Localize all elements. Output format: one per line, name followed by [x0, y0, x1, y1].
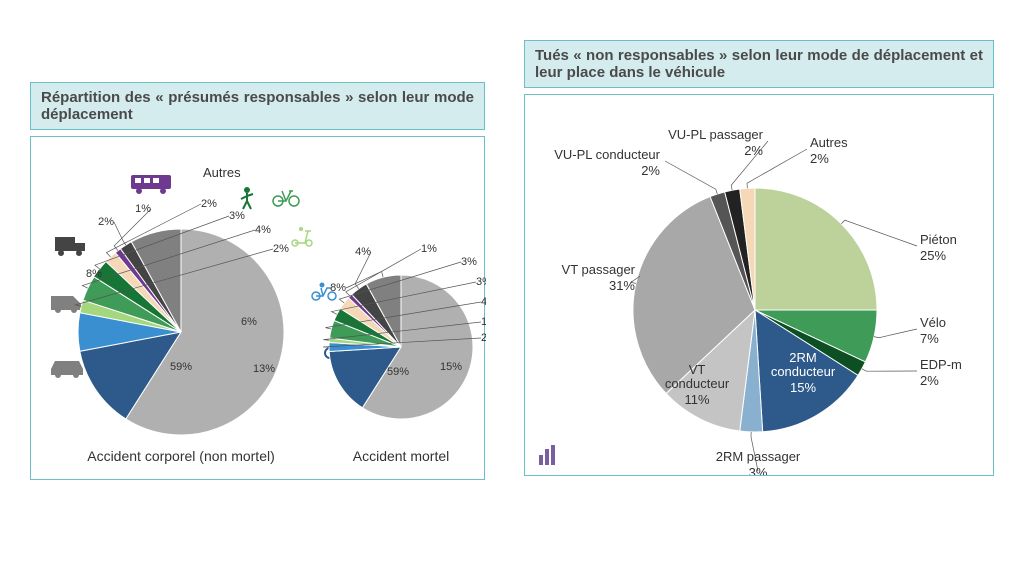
left-panel: Répartition des « présumés responsables … [30, 82, 485, 480]
svg-text:1%: 1% [421, 243, 437, 255]
svg-text:2%: 2% [744, 143, 763, 158]
left-title: Répartition des « présumés responsables … [30, 82, 485, 130]
svg-text:8%: 8% [330, 282, 346, 294]
svg-text:2RM passager: 2RM passager [716, 449, 801, 464]
svg-text:2%: 2% [201, 198, 217, 210]
svg-text:VT: VT [689, 362, 706, 377]
svg-text:3%: 3% [461, 256, 477, 268]
right-panel: Tués « non responsables » selon leur mod… [524, 40, 994, 476]
svg-text:4%: 4% [255, 224, 271, 236]
svg-text:2%: 2% [98, 216, 114, 228]
right-svg: Piéton25%Vélo7%EDP-m2%2RMconducteur15%2R… [525, 95, 995, 475]
page: Répartition des « présumés responsables … [0, 0, 1024, 576]
caption-nonmortel: Accident corporel (non mortel) [87, 448, 275, 464]
svg-text:3%: 3% [229, 210, 245, 222]
svg-text:59%: 59% [387, 366, 409, 378]
svg-text:conducteur: conducteur [771, 364, 836, 379]
svg-text:conducteur: conducteur [665, 376, 730, 391]
svg-text:7%: 7% [920, 331, 939, 346]
svg-text:VU-PL passager: VU-PL passager [668, 127, 764, 142]
caption-mortel: Accident mortel [353, 448, 449, 464]
autres-label: Autres [203, 165, 241, 180]
svg-text:EDP-m: EDP-m [920, 357, 962, 372]
svg-text:VT passager: VT passager [562, 262, 636, 277]
svg-text:31%: 31% [609, 278, 635, 293]
left-svg: Autres59%13%6%2%4%3%2%1%2%8%59%15%2%1%4%… [31, 137, 486, 479]
bus-icon [131, 175, 171, 194]
svg-text:59%: 59% [170, 361, 192, 373]
bicycle-icon [273, 191, 299, 206]
svg-text:4%: 4% [355, 246, 371, 258]
svg-text:1%: 1% [481, 316, 486, 328]
svg-text:2%: 2% [641, 163, 660, 178]
truck-icon [55, 237, 85, 256]
pedestrian-icon [241, 187, 253, 209]
svg-text:15%: 15% [440, 361, 462, 373]
svg-text:2%: 2% [481, 332, 486, 344]
svg-text:2%: 2% [273, 243, 289, 255]
svg-text:2RM: 2RM [789, 350, 816, 365]
svg-text:25%: 25% [920, 248, 946, 263]
source-logo-icon [539, 445, 555, 465]
svg-text:13%: 13% [253, 363, 275, 375]
right-chart-box: Piéton25%Vélo7%EDP-m2%2RMconducteur15%2R… [524, 94, 994, 476]
svg-text:4%: 4% [481, 296, 486, 308]
left-chart-box: Autres59%13%6%2%4%3%2%1%2%8%59%15%2%1%4%… [30, 136, 485, 480]
svg-text:15%: 15% [790, 380, 816, 395]
svg-text:11%: 11% [684, 392, 709, 407]
svg-text:VU-PL conducteur: VU-PL conducteur [554, 147, 660, 162]
svg-text:8%: 8% [86, 268, 102, 280]
svg-text:2%: 2% [920, 373, 939, 388]
svg-text:3%: 3% [476, 276, 486, 288]
scooter-icon [292, 227, 312, 246]
svg-text:Autres: Autres [810, 135, 848, 150]
svg-text:2%: 2% [810, 151, 829, 166]
car-icon [51, 361, 83, 378]
svg-text:Vélo: Vélo [920, 315, 946, 330]
svg-text:6%: 6% [241, 316, 257, 328]
right-title: Tués « non responsables » selon leur mod… [524, 40, 994, 88]
svg-text:1%: 1% [135, 203, 151, 215]
svg-text:Piéton: Piéton [920, 232, 957, 247]
svg-text:3%: 3% [749, 465, 768, 475]
